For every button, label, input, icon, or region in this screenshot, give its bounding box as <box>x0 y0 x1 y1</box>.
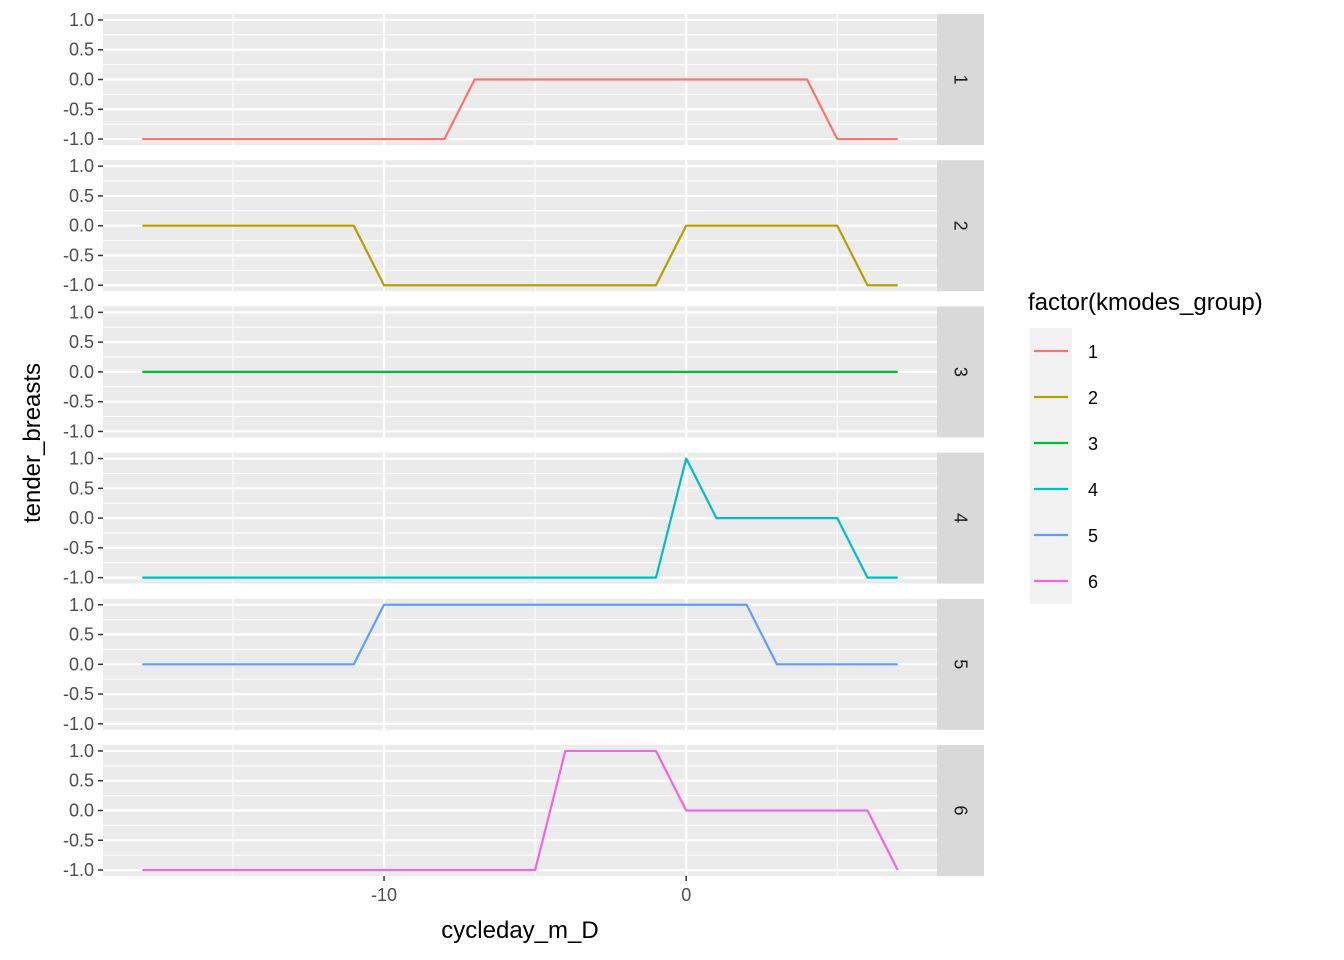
y-tick-label: 0.5 <box>69 332 94 352</box>
facet-strip <box>937 306 984 438</box>
y-tick-label: 1.0 <box>69 302 94 322</box>
facet-strip <box>937 160 984 292</box>
y-tick-label: -0.5 <box>63 684 94 704</box>
y-tick-label: 0.0 <box>69 508 94 528</box>
series-line-4 <box>142 457 898 579</box>
y-tick-label: 0.5 <box>69 186 94 206</box>
y-tick-label: 0.0 <box>69 70 94 90</box>
y-tick-label: -0.5 <box>63 245 94 265</box>
facet-strip-label: 1 <box>951 74 971 84</box>
legend-title: factor(kmodes_group) <box>1028 289 1263 316</box>
series-line-2 <box>142 224 898 287</box>
facet-strip-label: 3 <box>951 367 971 377</box>
y-tick-label: -0.5 <box>63 99 94 119</box>
y-tick-label: -0.5 <box>63 538 94 558</box>
series-line-6 <box>142 749 899 872</box>
y-tick-label: 0.0 <box>69 654 94 674</box>
y-tick-label: -0.5 <box>63 392 94 412</box>
facet-strip <box>937 452 984 584</box>
facet-strip <box>937 14 984 145</box>
facet-panels: 1.0 0.5 0.0 -0.5 -1.0 1 1.0 0.5 0.0 -0.5 -1.0 2 1.0 0… <box>63 10 984 880</box>
facet-panel-1: 1.0 0.5 0.0 -0.5 -1.0 1 <box>63 10 984 149</box>
y-tick-label: 1.0 <box>69 741 94 761</box>
legend-label: 5 <box>1088 526 1098 546</box>
legend-item-4: 4 <box>1030 466 1098 512</box>
legend-label: 4 <box>1088 480 1098 500</box>
legend-label: 6 <box>1088 572 1098 592</box>
y-tick-label: 0.0 <box>69 362 94 382</box>
legend-item-1: 1 <box>1030 328 1098 374</box>
x-tick-label: -10 <box>371 885 397 905</box>
facet-strip-label: 4 <box>951 513 971 523</box>
y-tick-label: -1.0 <box>63 275 94 295</box>
y-tick-label: 1.0 <box>69 595 94 615</box>
legend-item-3: 3 <box>1030 420 1098 466</box>
facet-strip-label: 2 <box>951 221 971 231</box>
legend-item-2: 2 <box>1030 374 1098 420</box>
legend-label: 1 <box>1088 342 1098 362</box>
x-tick-label: 0 <box>681 885 691 905</box>
x-axis-title: cycleday_m_D <box>441 917 598 944</box>
x-axis: -10 0 <box>371 876 691 905</box>
y-tick-label: 1.0 <box>69 10 94 30</box>
facet-panel-5: 1.0 0.5 0.0 -0.5 -1.0 5 <box>63 595 984 734</box>
legend-item-6: 6 <box>1030 558 1098 604</box>
legend-label: 3 <box>1088 434 1098 454</box>
facet-panel-2: 1.0 0.5 0.0 -0.5 -1.0 2 <box>63 156 984 295</box>
y-tick-label: 0.0 <box>69 801 94 821</box>
y-tick-label: 0.5 <box>69 771 94 791</box>
y-tick-label: 0.5 <box>69 625 94 645</box>
y-tick-label: -1.0 <box>63 129 94 149</box>
y-tick-label: 1.0 <box>69 449 94 469</box>
y-tick-label: 0.0 <box>69 216 94 236</box>
legend-item-5: 5 <box>1030 512 1098 558</box>
facet-strip <box>937 598 984 730</box>
facet-panel-4: 1.0 0.5 0.0 -0.5 -1.0 4 <box>63 449 984 588</box>
y-tick-label: -1.0 <box>63 860 94 880</box>
y-tick-label: 1.0 <box>69 156 94 176</box>
y-tick-label: 0.5 <box>69 478 94 498</box>
y-tick-label: -1.0 <box>63 421 94 441</box>
y-tick-label: -0.5 <box>63 830 94 850</box>
series-line-1 <box>142 78 898 141</box>
facet-panel-3: 1.0 0.5 0.0 -0.5 -1.0 3 <box>63 302 984 441</box>
legend: factor(kmodes_group) 1 2 3 4 5 6 <box>1028 289 1263 604</box>
y-tick-label: -1.0 <box>63 568 94 588</box>
legend-items: 1 2 3 4 5 6 <box>1030 328 1098 604</box>
facet-panel-6: 1.0 0.5 0.0 -0.5 -1.0 6 <box>63 741 984 880</box>
series-line-5 <box>142 603 898 666</box>
legend-label: 2 <box>1088 388 1098 408</box>
y-axis-title: tender_breasts <box>19 363 46 523</box>
facet-strip <box>937 745 984 876</box>
y-tick-label: -1.0 <box>63 714 94 734</box>
facet-strip-label: 5 <box>951 659 971 669</box>
facet-strip-label: 6 <box>951 805 971 815</box>
y-tick-label: 0.5 <box>69 40 94 60</box>
